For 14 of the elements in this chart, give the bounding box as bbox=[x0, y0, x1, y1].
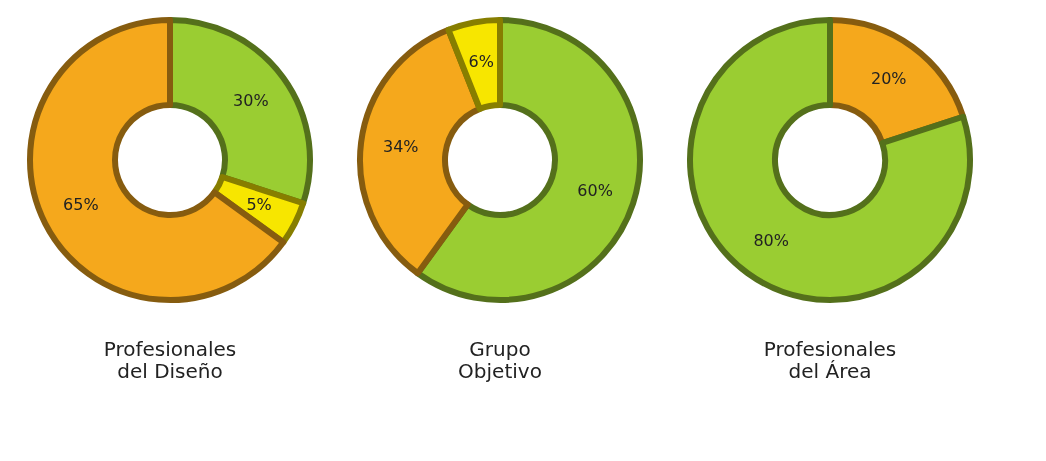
donut-slice bbox=[687, 17, 973, 303]
data-label: 34% bbox=[383, 137, 419, 157]
text: Profesionales del Área bbox=[763, 337, 897, 383]
data-label: 80% bbox=[753, 230, 789, 250]
data-label: 20% bbox=[871, 69, 907, 89]
data-label: 6% bbox=[468, 51, 494, 71]
data-label: 30% bbox=[233, 91, 269, 111]
donut-slice bbox=[445, 17, 503, 112]
data-label: 60% bbox=[577, 180, 613, 200]
data-label: 5% bbox=[246, 195, 272, 215]
donut-slice bbox=[27, 17, 287, 303]
text: Grupo Objetivo bbox=[458, 337, 542, 383]
data-label: 65% bbox=[63, 195, 99, 215]
text: Profesionales del Diseño bbox=[103, 337, 237, 383]
